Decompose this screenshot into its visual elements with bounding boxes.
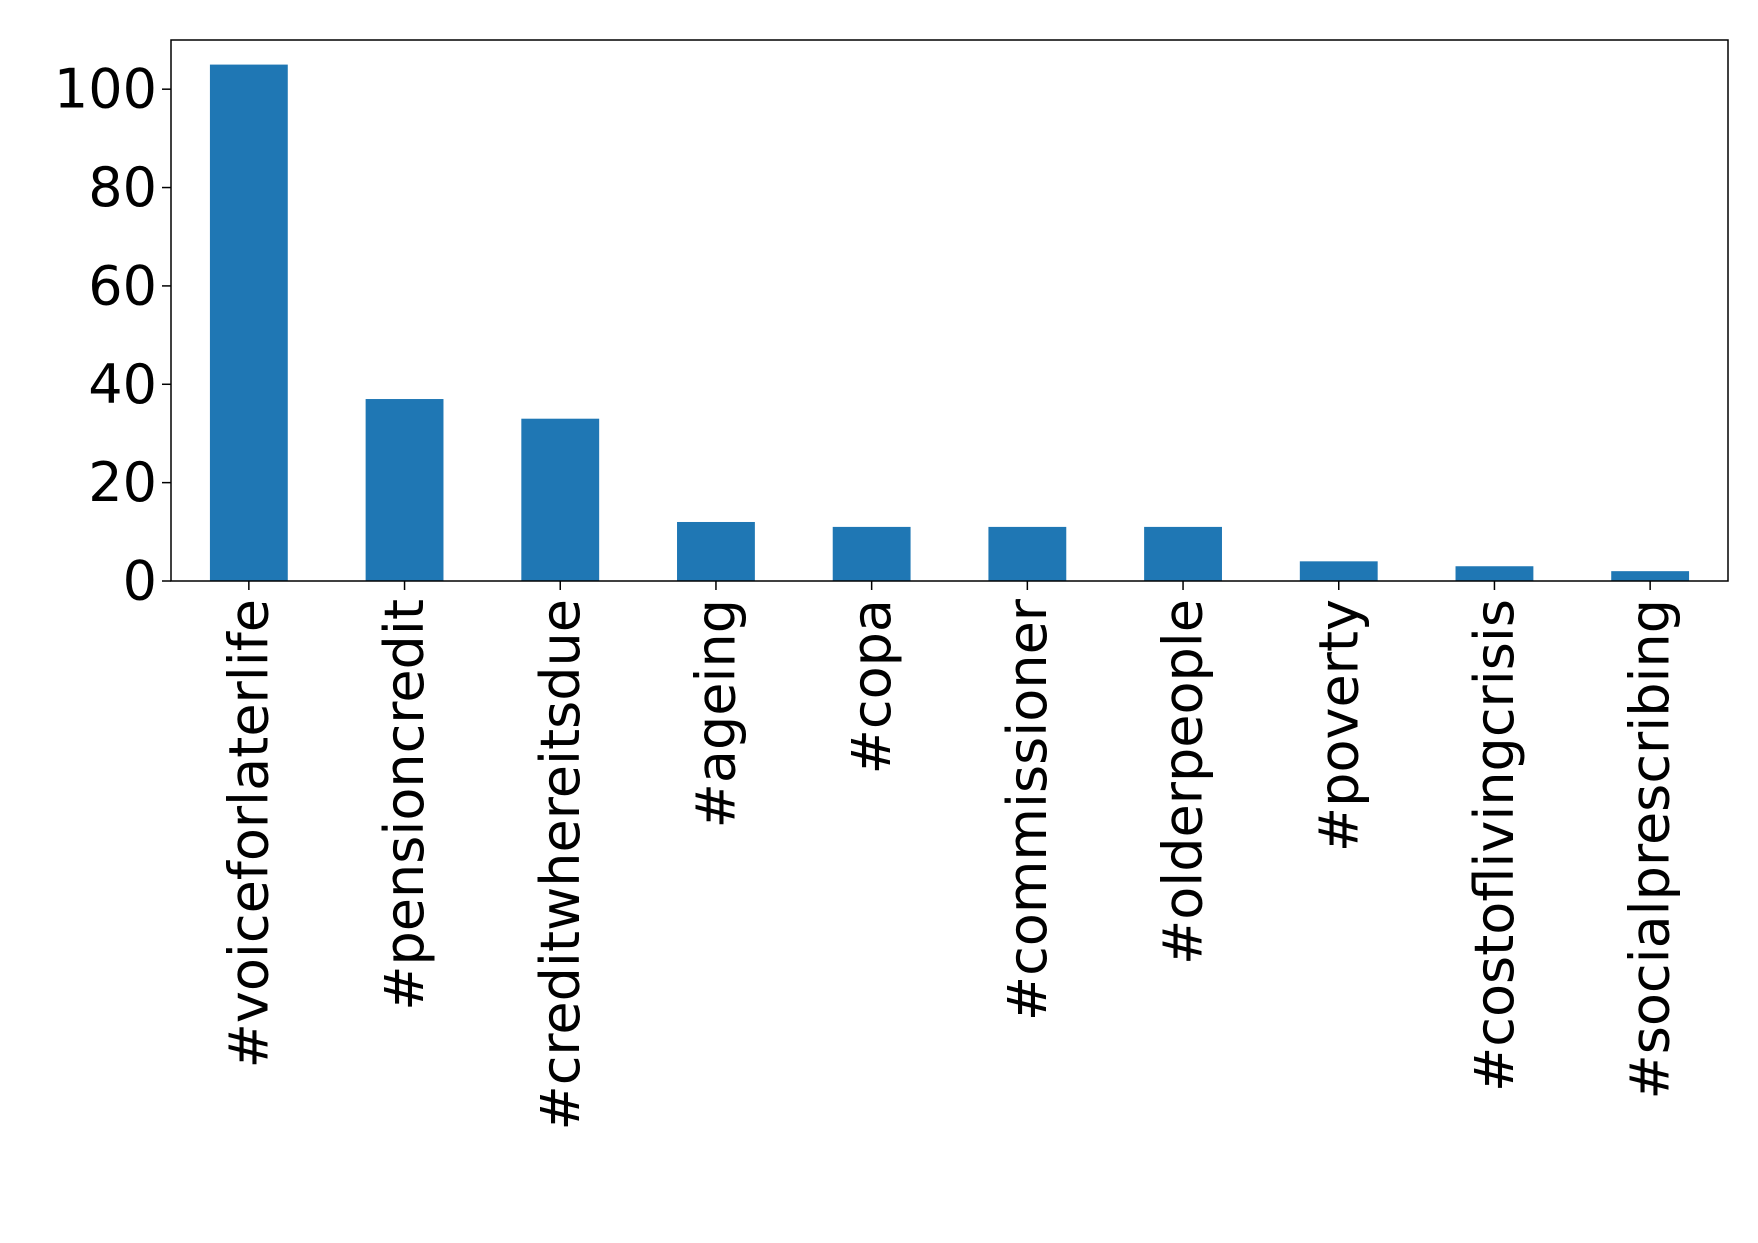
x-tick-label: #creditwhereitsdue bbox=[529, 599, 592, 1131]
y-tick-label: 20 bbox=[88, 451, 157, 514]
bar-commissioner bbox=[988, 526, 1067, 581]
y-axis: 0 20 40 60 80 100 bbox=[54, 58, 171, 613]
bar-poverty bbox=[1299, 561, 1378, 581]
bar-voiceforlaterlife bbox=[209, 64, 288, 581]
x-tick-label: #voiceforlaterlife bbox=[217, 599, 280, 1068]
bar-pensioncredit bbox=[365, 399, 444, 581]
y-tick-label: 60 bbox=[88, 254, 157, 317]
y-tick-label: 80 bbox=[88, 156, 157, 219]
bar-costoflivingcrisis bbox=[1455, 566, 1534, 581]
x-tick-label: #copa bbox=[840, 599, 903, 774]
x-tick-label: #commissioner bbox=[996, 598, 1059, 1021]
bar-socialprescribing bbox=[1611, 571, 1690, 581]
bar-copa bbox=[832, 526, 911, 581]
bar-olderpeople bbox=[1144, 526, 1222, 581]
bar-ageing bbox=[677, 521, 755, 581]
y-tick-label: 0 bbox=[123, 550, 157, 613]
plot-frame bbox=[170, 39, 1729, 582]
bar-creditwhereitsdue bbox=[521, 418, 600, 581]
y-tick-label: 100 bbox=[54, 58, 157, 121]
x-tick-label: #costoflivingcrisis bbox=[1463, 599, 1526, 1092]
x-axis: #voiceforlaterlife #pensioncredit #creditw… bbox=[217, 581, 1682, 1131]
x-tick-label: #pensioncredit bbox=[373, 599, 436, 1011]
x-tick-label: #olderpeople bbox=[1152, 599, 1215, 965]
y-tick-label: 40 bbox=[88, 353, 157, 416]
bars-group bbox=[209, 64, 1690, 581]
x-tick-label: #ageing bbox=[684, 599, 747, 828]
x-tick-label: #socialprescribing bbox=[1619, 599, 1682, 1100]
x-tick-label: #poverty bbox=[1307, 599, 1370, 852]
